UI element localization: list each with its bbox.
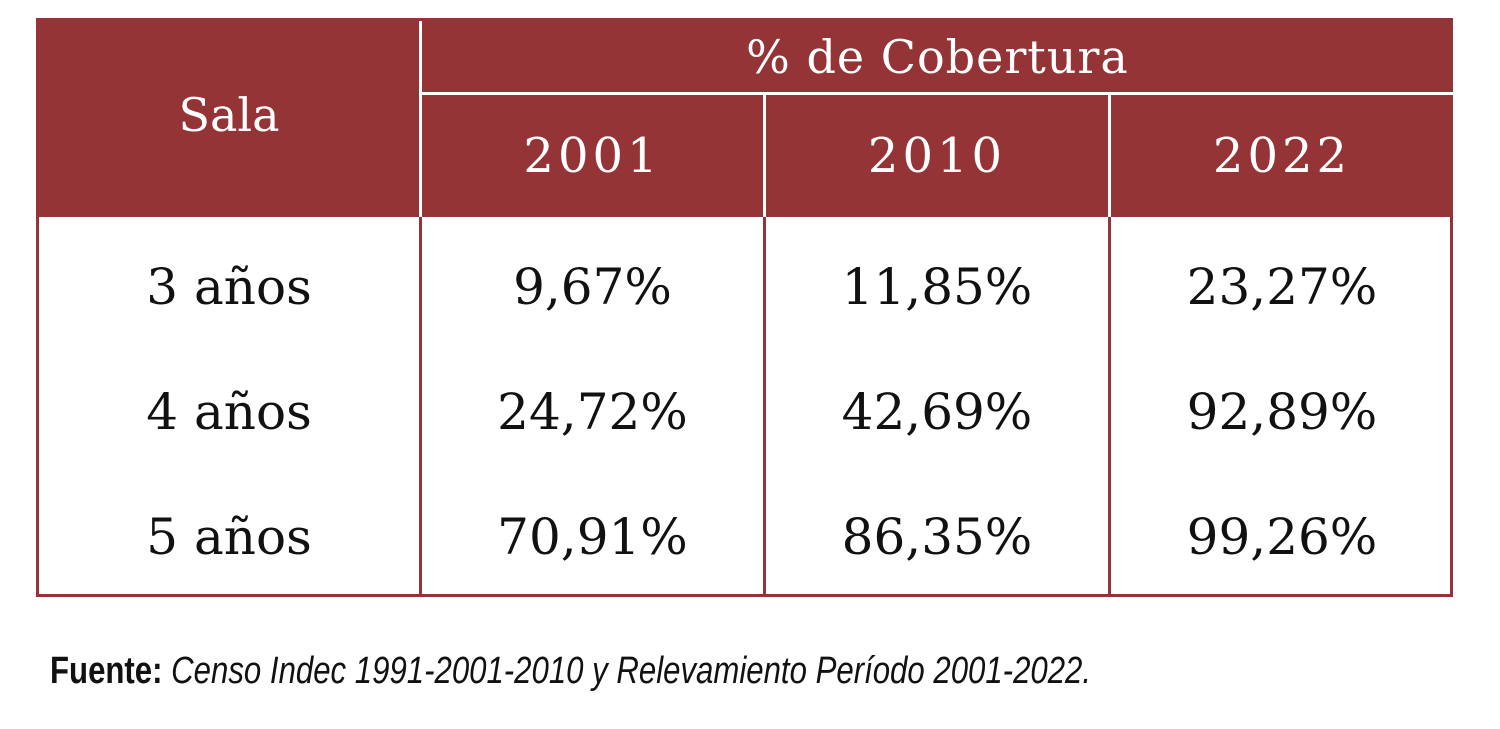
source-label: Fuente: xyxy=(50,650,163,692)
coverage-table: Sala % de Cobertura 2001 2010 2022 3 año… xyxy=(36,18,1453,597)
source-text: Censo Indec 1991-2001-2010 y Relevamient… xyxy=(171,650,1092,692)
cell-4-anos-2001: 24,72% xyxy=(497,383,688,441)
cell-4-anos-2022: 92,89% xyxy=(1186,383,1378,441)
row-label-5-anos: 5 años xyxy=(146,508,312,566)
column-divider xyxy=(419,217,422,597)
header-year-2010: 2010 xyxy=(766,95,1108,217)
column-divider xyxy=(1108,217,1111,597)
cell-3-anos-2001: 9,67% xyxy=(513,258,672,316)
header-divider xyxy=(763,95,766,217)
header-year-2022: 2022 xyxy=(1111,95,1453,217)
cell-3-anos-2010: 11,85% xyxy=(841,258,1033,316)
row-label-4-anos: 4 años xyxy=(146,383,312,441)
cell-5-anos-2022: 99,26% xyxy=(1186,508,1378,566)
cell-5-anos-2001: 70,91% xyxy=(497,508,688,566)
header-divider xyxy=(1108,95,1111,217)
source-note: Fuente: Censo Indec 1991-2001-2010 y Rel… xyxy=(50,650,1091,693)
header-sala: Sala xyxy=(39,21,419,217)
cell-3-anos-2022: 23,27% xyxy=(1186,258,1378,316)
row-label-3-anos: 3 años xyxy=(146,258,312,316)
header-year-2001: 2001 xyxy=(422,95,763,217)
header-cobertura: % de Cobertura xyxy=(422,21,1453,92)
header-divider xyxy=(419,21,422,217)
cell-4-anos-2010: 42,69% xyxy=(841,383,1033,441)
cell-5-anos-2010: 86,35% xyxy=(841,508,1033,566)
column-divider xyxy=(763,217,766,597)
header-divider xyxy=(422,92,1453,95)
